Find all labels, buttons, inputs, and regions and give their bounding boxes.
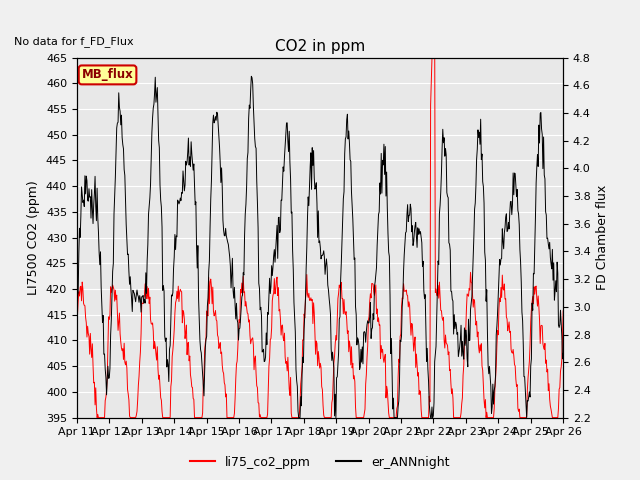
- Title: CO2 in ppm: CO2 in ppm: [275, 39, 365, 54]
- Text: MB_flux: MB_flux: [82, 68, 133, 82]
- Y-axis label: FD Chamber flux: FD Chamber flux: [596, 185, 609, 290]
- Text: No data for f_FD_Flux: No data for f_FD_Flux: [13, 36, 133, 47]
- Legend: li75_co2_ppm, er_ANNnight: li75_co2_ppm, er_ANNnight: [186, 451, 454, 474]
- Y-axis label: LI7500 CO2 (ppm): LI7500 CO2 (ppm): [28, 180, 40, 295]
